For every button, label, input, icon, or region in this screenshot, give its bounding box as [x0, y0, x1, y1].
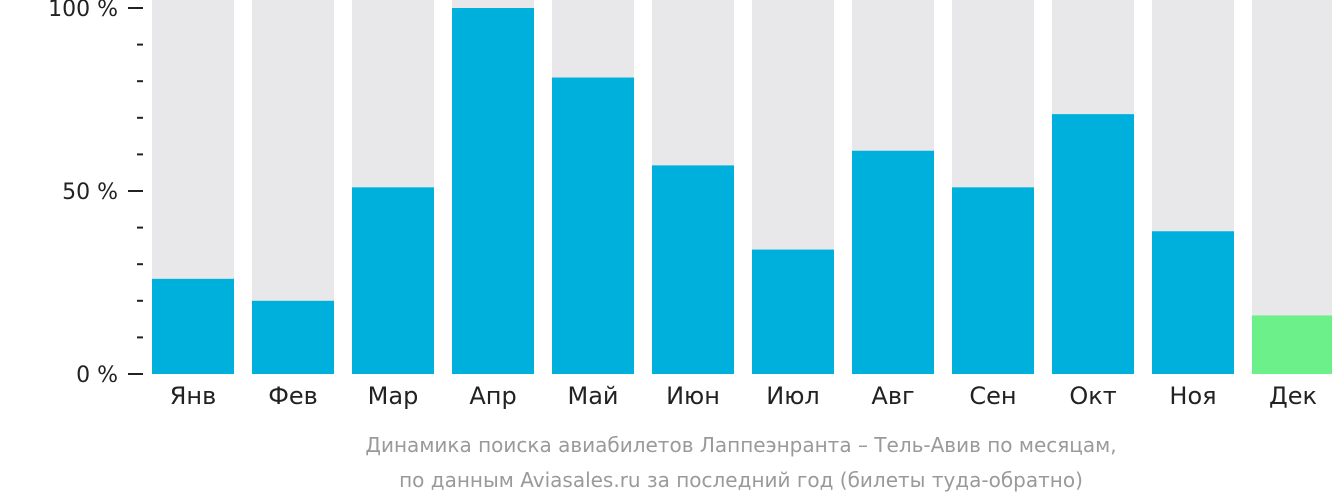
- y-tick-label-2: 50 %: [62, 180, 118, 205]
- bar-3: [352, 187, 434, 374]
- x-tick-label-10: Окт: [1069, 382, 1116, 410]
- bar-11: [1152, 231, 1234, 374]
- y-axis: 100 % 50 % 0 %: [48, 0, 143, 388]
- x-tick-label-12: Дек: [1269, 382, 1317, 410]
- x-tick-label-1: Янв: [170, 382, 217, 410]
- chart-caption-line-2: по данным Aviasales.ru за последний год …: [399, 468, 1083, 492]
- y-tick-label-1: 100 %: [48, 0, 118, 22]
- x-axis-labels: Янв Фев Мар Апр Май Июн Июл Авг Сен Окт Ноя Дек: [170, 382, 1317, 410]
- bar-1: [152, 278, 234, 374]
- x-tick-label-2: Фев: [268, 382, 318, 410]
- bar-background-12: [1252, 0, 1332, 374]
- x-tick-label-4: Апр: [469, 382, 516, 410]
- x-tick-label-5: Май: [567, 382, 618, 410]
- bar-12: [1252, 315, 1332, 374]
- bar-10: [1052, 114, 1134, 374]
- value-bars: [152, 8, 1332, 374]
- bar-9: [952, 187, 1034, 374]
- bar-5: [552, 77, 634, 374]
- y-tick-label-3: 0 %: [76, 363, 118, 388]
- x-tick-label-9: Сен: [969, 382, 1016, 410]
- x-tick-label-7: Июл: [766, 382, 820, 410]
- bar-2: [252, 300, 334, 374]
- x-tick-label-8: Авг: [871, 382, 914, 410]
- bar-8: [852, 150, 934, 374]
- bar-4: [452, 8, 534, 374]
- x-tick-label-3: Мар: [368, 382, 419, 410]
- x-tick-label-11: Ноя: [1169, 382, 1216, 410]
- bar-7: [752, 249, 834, 374]
- chart-caption-line-1: Динамика поиска авиабилетов Лаппеэнранта…: [365, 433, 1117, 457]
- x-tick-label-6: Июн: [666, 382, 720, 410]
- bar-6: [652, 165, 734, 374]
